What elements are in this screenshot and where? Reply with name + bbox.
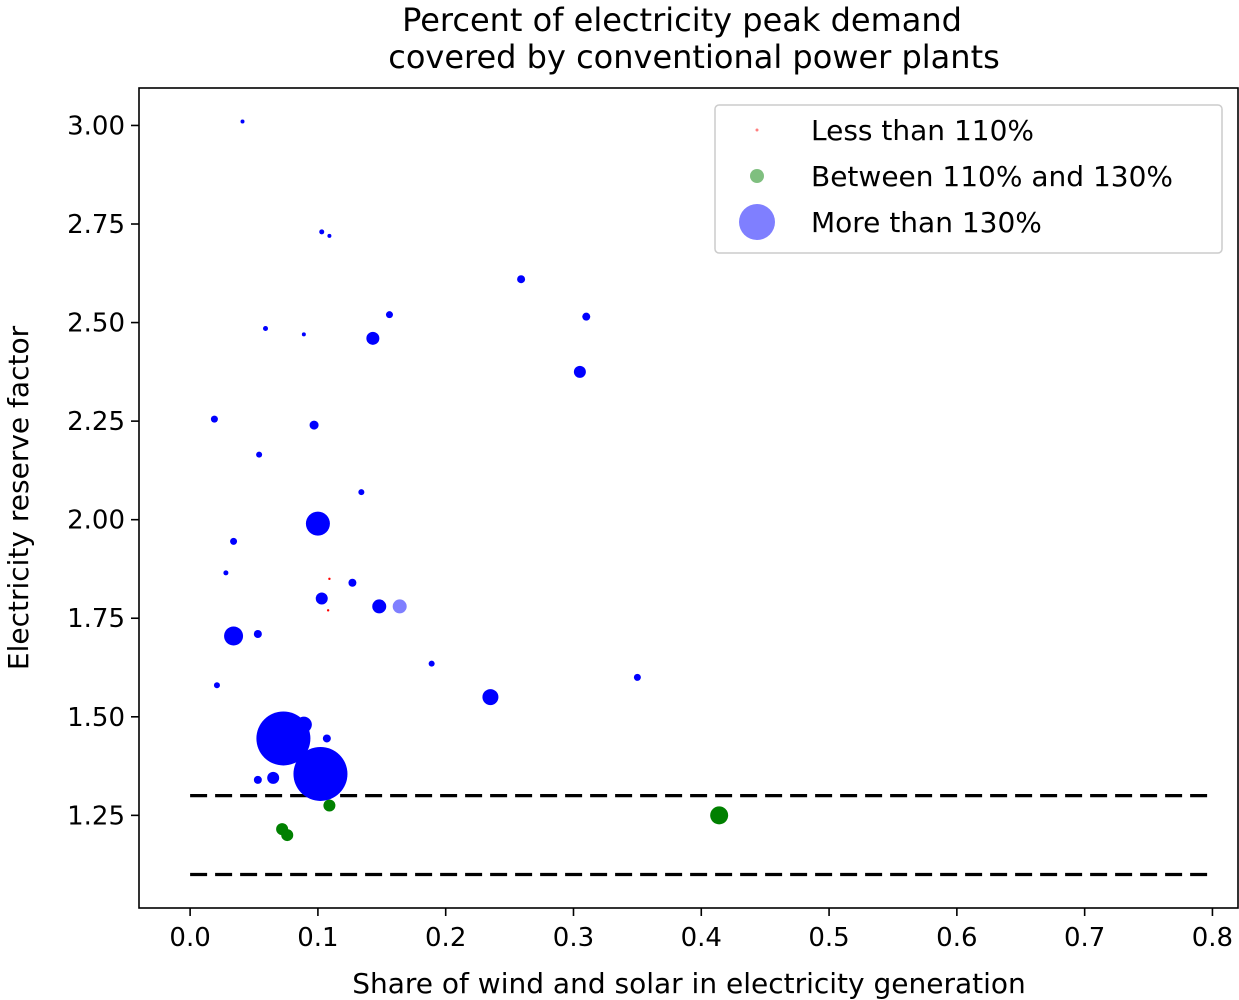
legend-label-1: Less than 110%	[811, 114, 1034, 147]
data-point-series-3-1	[240, 119, 245, 124]
y-axis-ticks: 1.25 1.50 1.75 2.00 2.25 2.50 2.75 3.00	[67, 111, 139, 831]
x-tick-label: 0.1	[297, 923, 338, 953]
data-point-series-3-27	[482, 689, 499, 706]
data-point-series-3-19	[315, 592, 328, 605]
y-tick-label: 1.25	[67, 801, 125, 831]
data-point-series-3-4	[517, 275, 526, 284]
y-tick-label: 2.25	[67, 407, 125, 437]
legend-box	[714, 104, 1223, 254]
data-point-series-3-6	[582, 312, 591, 321]
data-point-series-2-3	[281, 829, 294, 842]
data-point-series-3-8	[301, 332, 306, 337]
data-point-series-3-34	[253, 775, 262, 784]
data-point-series-3-23	[253, 630, 262, 639]
data-point-series-3-31	[322, 734, 331, 743]
y-tick-label: 1.50	[67, 703, 125, 733]
data-point-series-2-4	[323, 799, 336, 812]
data-point-series-3-18	[348, 578, 357, 587]
chart-title-line-1: Percent of electricity peak demand	[402, 1, 962, 39]
legend-entries: Less than 110% Between 110% and 130% More …	[739, 114, 1173, 240]
y-tick-label: 2.00	[67, 506, 125, 536]
data-point-series-3-20	[372, 599, 387, 614]
data-point-series-3-16	[230, 537, 238, 545]
x-tick-label: 0.2	[425, 923, 466, 953]
legend: Less than 110% Between 110% and 130% More …	[714, 104, 1223, 254]
chart-title-line-2: covered by conventional power plants	[388, 38, 1000, 76]
reference-lines	[190, 794, 1213, 877]
data-point-series-1-1	[328, 577, 331, 581]
x-tick-label: 0.3	[553, 923, 594, 953]
data-point-series-3-30	[272, 732, 297, 757]
x-tick-label: 0.5	[808, 923, 849, 953]
data-point-series-3-2	[319, 229, 325, 235]
data-point-series-3-17	[223, 570, 229, 576]
legend-marker-1	[755, 128, 759, 132]
data-point-series-3-7	[263, 325, 269, 331]
legend-marker-2	[750, 169, 764, 183]
x-axis-label: Share of wind and solar in electricity g…	[352, 967, 1026, 1000]
y-axis-label: Electricity reserve factor	[2, 325, 35, 670]
x-tick-label: 0.8	[1192, 923, 1233, 953]
y-tick-label: 2.75	[67, 210, 125, 240]
data-point-series-3-24	[428, 660, 435, 667]
data-point-series-3-3	[327, 233, 332, 238]
x-axis-ticks: 0.0 0.1 0.2 0.3 0.4 0.5 0.6 0.7 0.8	[169, 908, 1233, 953]
y-tick-label: 2.50	[67, 309, 125, 339]
data-point-series-3-11	[210, 415, 218, 423]
data-point-series-3-9	[366, 331, 380, 345]
legend-marker-3	[739, 204, 775, 240]
x-tick-label: 0.6	[936, 923, 977, 953]
data-point-series-3-26	[213, 682, 220, 689]
x-tick-label: 0.7	[1064, 923, 1105, 953]
data-point-series-3-12	[309, 420, 319, 430]
data-point-series-3-13	[256, 451, 263, 458]
data-point-series-3-21	[392, 599, 407, 614]
data-point-series-3-14	[358, 489, 365, 496]
data-point-series-3-33	[267, 771, 280, 784]
x-tick-label: 0.0	[169, 923, 210, 953]
legend-label-3: More than 130%	[811, 206, 1042, 239]
y-tick-label: 1.75	[67, 604, 125, 634]
legend-label-2: Between 110% and 130%	[811, 160, 1173, 193]
y-tick-label: 3.00	[67, 111, 125, 141]
x-tick-label: 0.4	[681, 923, 722, 953]
data-point-series-3-32	[293, 746, 348, 801]
data-point-series-3-25	[633, 673, 641, 681]
data-point-series-1-2	[326, 609, 330, 612]
data-points	[210, 119, 729, 842]
data-point-series-3-5	[385, 311, 393, 319]
data-point-series-2-1	[710, 806, 729, 825]
chart-title: Percent of electricity peak demand cover…	[388, 1, 1000, 76]
data-point-series-3-10	[573, 365, 586, 378]
data-point-series-3-22	[224, 626, 244, 646]
data-point-series-3-15	[305, 511, 330, 536]
plot-area-frame	[138, 87, 1239, 909]
